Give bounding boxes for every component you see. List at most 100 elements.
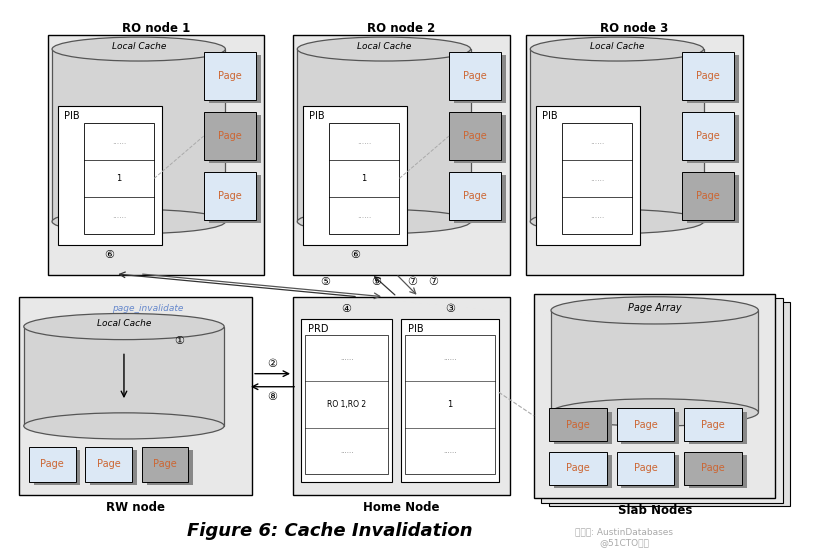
Bar <box>453 115 506 163</box>
Bar <box>406 335 495 474</box>
Bar <box>293 297 509 496</box>
Bar <box>301 319 392 482</box>
Bar <box>684 452 742 485</box>
Text: ②: ② <box>267 359 277 369</box>
Bar <box>91 450 137 485</box>
Bar <box>34 450 81 485</box>
Bar <box>208 115 261 163</box>
Bar <box>616 452 674 485</box>
Text: ⑤: ⑤ <box>371 277 382 286</box>
Bar <box>621 455 679 488</box>
Text: Page: Page <box>40 459 64 469</box>
Bar <box>29 447 76 482</box>
Text: ⑥: ⑥ <box>105 250 114 260</box>
Bar <box>689 455 747 488</box>
Bar <box>402 319 499 482</box>
Text: Page: Page <box>696 71 720 81</box>
Bar <box>204 52 256 100</box>
Bar <box>554 412 611 444</box>
Bar <box>146 450 193 485</box>
Text: ③: ③ <box>445 304 455 314</box>
Text: ......: ...... <box>444 448 457 454</box>
Ellipse shape <box>24 314 224 339</box>
Text: RO node 3: RO node 3 <box>600 23 668 35</box>
Text: Page: Page <box>566 463 589 473</box>
Bar <box>682 112 734 160</box>
Bar <box>542 299 783 502</box>
Text: ④: ④ <box>342 304 351 314</box>
Text: Page: Page <box>463 131 487 141</box>
Text: Page: Page <box>463 191 487 201</box>
Bar <box>534 294 775 498</box>
Text: Page: Page <box>463 71 487 81</box>
Bar <box>684 408 742 441</box>
Text: RO node 1: RO node 1 <box>122 23 190 35</box>
Text: PIB: PIB <box>408 323 424 334</box>
Text: RW node: RW node <box>106 501 165 514</box>
Bar <box>86 447 132 482</box>
Text: Home Node: Home Node <box>363 501 439 514</box>
Text: Page: Page <box>701 420 725 429</box>
Bar <box>682 172 734 220</box>
Bar <box>204 112 256 160</box>
Text: Page: Page <box>153 459 177 469</box>
Text: 1: 1 <box>116 174 122 183</box>
Text: Page: Page <box>701 463 725 473</box>
Text: ⑦: ⑦ <box>428 277 439 286</box>
Bar <box>549 408 607 441</box>
Text: 微信号: AustinDatabases
@51CTO博客: 微信号: AustinDatabases @51CTO博客 <box>575 528 673 547</box>
Bar <box>208 175 261 223</box>
Text: ⑧: ⑧ <box>267 391 277 401</box>
Text: PIB: PIB <box>64 111 80 121</box>
Text: ⑦: ⑦ <box>407 277 417 286</box>
Text: Page: Page <box>218 131 242 141</box>
Text: Page: Page <box>218 71 242 81</box>
Text: ......: ...... <box>357 211 371 220</box>
Text: Slab Nodes: Slab Nodes <box>617 503 692 517</box>
Ellipse shape <box>52 210 226 233</box>
Text: ......: ...... <box>590 137 604 146</box>
Ellipse shape <box>530 210 704 233</box>
Text: ......: ...... <box>340 448 353 454</box>
Text: ......: ...... <box>112 137 126 146</box>
Text: 1: 1 <box>361 174 367 183</box>
Bar <box>453 55 506 103</box>
Bar <box>687 175 739 223</box>
Bar <box>293 35 509 275</box>
Ellipse shape <box>530 37 704 61</box>
Text: PRD: PRD <box>308 323 328 334</box>
Text: Page Array: Page Array <box>628 302 681 312</box>
Ellipse shape <box>52 37 226 61</box>
Bar <box>24 327 224 426</box>
Ellipse shape <box>297 210 471 233</box>
Ellipse shape <box>24 413 224 439</box>
Text: Figure 6: Cache Invalidation: Figure 6: Cache Invalidation <box>187 522 472 540</box>
Text: PIB: PIB <box>542 111 558 121</box>
Bar <box>303 106 407 245</box>
Text: ......: ...... <box>112 211 126 220</box>
Bar <box>453 175 506 223</box>
Bar <box>58 106 161 245</box>
Text: ......: ...... <box>340 355 353 362</box>
Text: 1: 1 <box>448 400 453 409</box>
Bar <box>554 455 611 488</box>
Bar <box>449 172 501 220</box>
Bar <box>328 123 399 234</box>
Bar <box>19 297 252 496</box>
Text: ......: ...... <box>590 211 604 220</box>
Text: Local Cache: Local Cache <box>97 320 151 328</box>
Text: PIB: PIB <box>309 111 325 121</box>
Text: Page: Page <box>218 191 242 201</box>
Text: ......: ...... <box>590 174 604 183</box>
Text: Local Cache: Local Cache <box>590 42 644 51</box>
Text: Page: Page <box>634 420 658 429</box>
Bar <box>682 52 734 100</box>
Bar <box>562 123 632 234</box>
Text: ......: ...... <box>444 355 457 362</box>
Bar <box>621 412 679 444</box>
Bar <box>536 106 639 245</box>
Text: Page: Page <box>566 420 589 429</box>
Bar <box>208 55 261 103</box>
Bar <box>449 112 501 160</box>
Bar <box>616 408 674 441</box>
